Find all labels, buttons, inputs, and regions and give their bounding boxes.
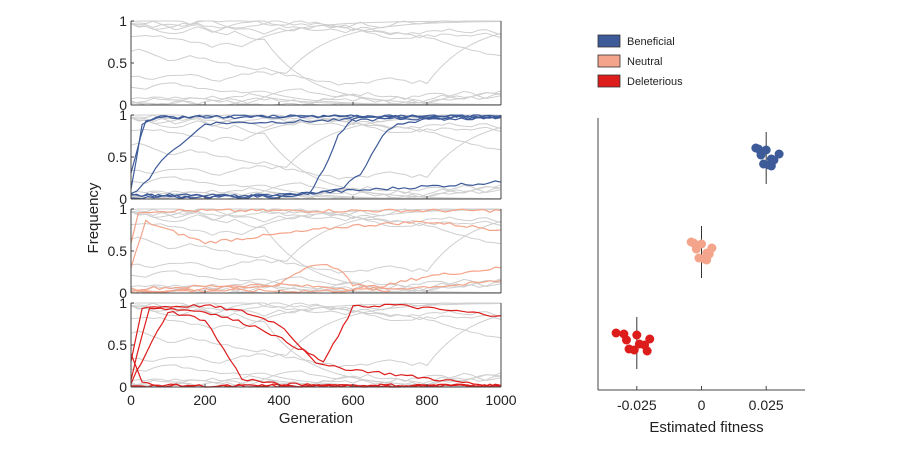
x-tick-label: 0	[127, 392, 135, 408]
fitness-point	[774, 149, 784, 159]
y-tick-label: 1	[119, 13, 127, 29]
y-tick-label: 1	[119, 201, 127, 217]
neutral-series-0	[130, 208, 502, 244]
group-deleterious	[611, 317, 655, 369]
grey-trace-11	[130, 302, 501, 388]
grey-trace-12	[130, 208, 501, 218]
neutral-series-3	[130, 266, 502, 292]
legend-label-beneficial: Beneficial	[627, 36, 675, 48]
fitness-x-tick-label: 0.025	[749, 397, 784, 413]
group-neutral	[686, 226, 717, 278]
y-tick-label: 1	[119, 107, 127, 123]
y-tick-label: 0.5	[108, 243, 128, 259]
panel-beneficial: 00.51	[108, 107, 502, 207]
y-tick-label: 0.5	[108, 55, 128, 71]
deleterious-series-4	[130, 383, 502, 388]
x-tick-label: 400	[267, 392, 291, 408]
y-tick-label: 0	[119, 97, 127, 113]
fitness-point	[645, 334, 655, 344]
panel-neutral: 00.51	[108, 201, 502, 301]
y-tick-label: 1	[119, 295, 127, 311]
legend-label-deleterious: Deleterious	[627, 76, 683, 88]
fitness-point	[697, 239, 706, 249]
y-tick-label: 0.5	[108, 149, 128, 165]
neutral-series-4	[130, 279, 502, 294]
fitness-point	[702, 255, 712, 265]
x-tick-label: 600	[341, 392, 365, 408]
beneficial-series-3	[130, 114, 502, 200]
grey-trace-12	[130, 302, 501, 312]
legend: Beneficial Neutral Deleterious	[597, 34, 683, 88]
grey-trace-2	[130, 32, 502, 86]
fitness-point	[629, 345, 639, 355]
legend-swatch-neutral	[597, 54, 621, 68]
fitness-x-axis-label: Estimated fitness	[649, 419, 763, 436]
y-tick-label: 0	[119, 379, 127, 395]
group-beneficial	[751, 132, 784, 184]
legend-swatch-deleterious	[597, 74, 621, 88]
grey-trace-2	[130, 220, 502, 274]
x-tick-label: 800	[415, 392, 439, 408]
fitness-panel: -0.025 0 0.025 Estimated fitness	[597, 118, 805, 436]
y-tick-label: 0	[119, 285, 127, 301]
y-tick-label: 0	[119, 191, 127, 207]
x-tick-label: 1000	[485, 392, 516, 408]
fitness-point	[621, 335, 631, 345]
fitness-point	[632, 330, 642, 340]
grey-trace-6	[130, 21, 502, 82]
frequency-axis-label: Frequency	[85, 182, 102, 253]
fitness-point	[642, 346, 652, 356]
grey-trace-12	[130, 20, 501, 30]
grey-trace-11	[130, 208, 501, 294]
panel-deleterious: 0 0.5 1 0 200 400 600 800 1000 Generation	[108, 295, 517, 427]
fitness-point	[761, 145, 771, 155]
fitness-x-tick-label: -0.025	[617, 397, 657, 413]
legend-swatch-beneficial	[597, 34, 621, 48]
y-tick-label: 0.5	[108, 337, 128, 353]
x-axis-label: Generation	[279, 410, 353, 427]
grey-trace-2	[130, 126, 502, 180]
deleterious-series-1	[130, 303, 502, 381]
legend-label-neutral: Neutral	[627, 56, 662, 68]
grey-trace-6	[130, 303, 502, 364]
grey-trace-11	[130, 20, 501, 106]
deleterious-series-0	[130, 303, 502, 388]
grey-trace-11	[130, 114, 501, 200]
fitness-x-tick-label: 0	[698, 397, 706, 413]
fitness-point	[766, 161, 776, 171]
fitness-point	[611, 328, 621, 338]
beneficial-series-5	[130, 180, 502, 200]
neutral-series-1	[130, 219, 502, 269]
panel-background: 00.51	[108, 13, 502, 113]
x-tick-label: 200	[193, 392, 217, 408]
